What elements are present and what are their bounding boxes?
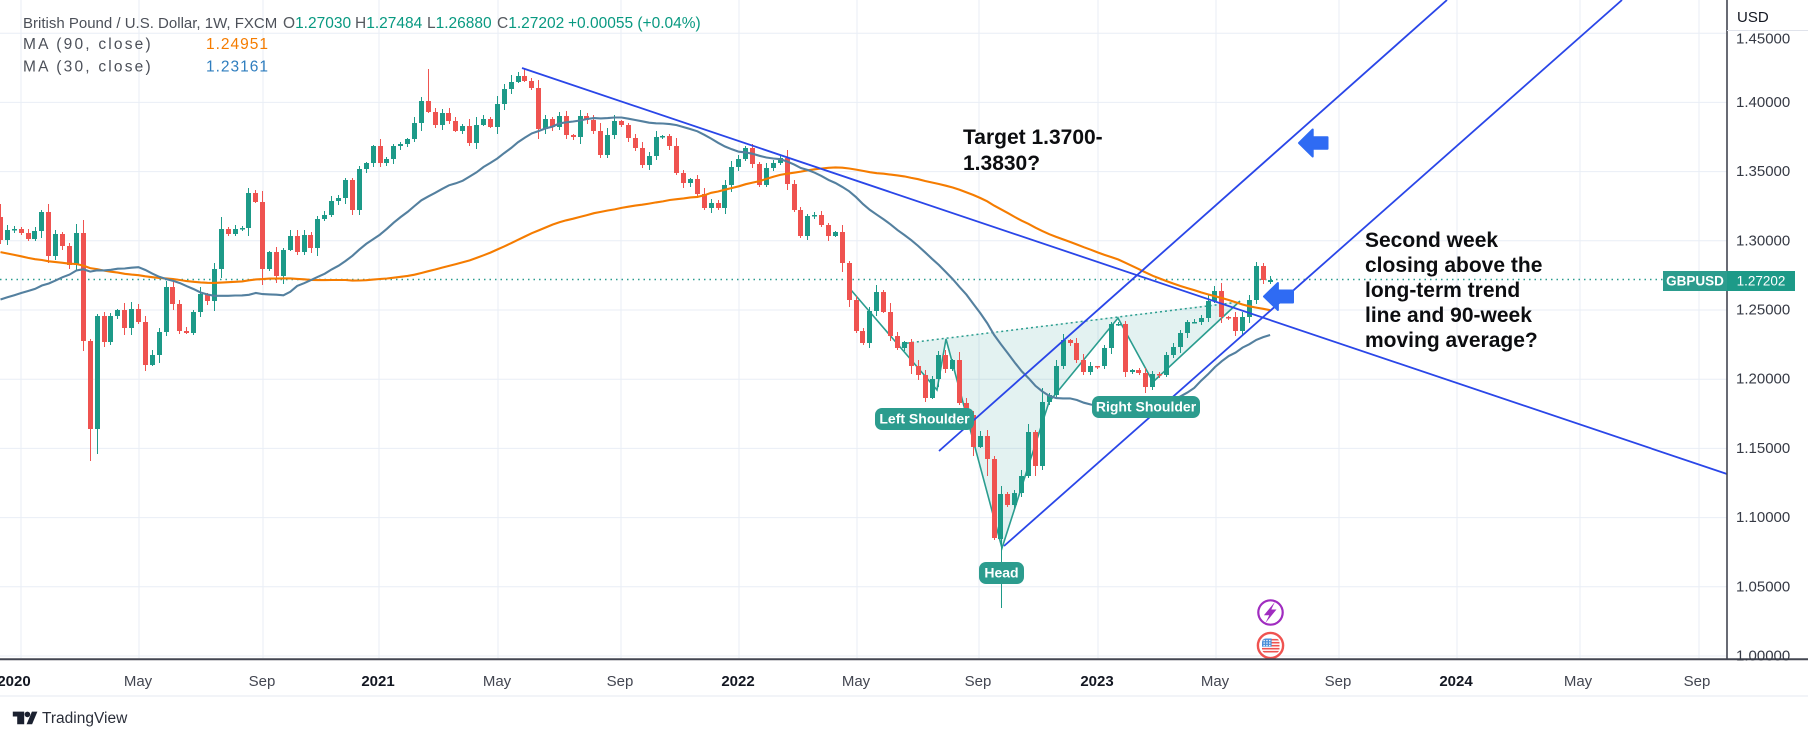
svg-text:1.24951: 1.24951	[206, 36, 269, 53]
svg-text:British Pound / U.S. Dollar, 1: British Pound / U.S. Dollar, 1W, FXCM	[23, 15, 277, 32]
svg-text:1.35000: 1.35000	[1736, 163, 1790, 180]
svg-text:2023: 2023	[1080, 673, 1113, 690]
svg-text:1.00000: 1.00000	[1736, 648, 1790, 665]
svg-text:Second week: Second week	[1365, 229, 1498, 252]
svg-text:1.25000: 1.25000	[1736, 302, 1790, 319]
svg-text:1.45000: 1.45000	[1736, 31, 1790, 48]
svg-text:May: May	[124, 673, 153, 690]
svg-text:Target 1.3700-: Target 1.3700-	[963, 126, 1103, 149]
svg-text:USD: USD	[1737, 9, 1769, 26]
svg-text:1.23161: 1.23161	[206, 59, 269, 76]
svg-text:Sep: Sep	[965, 673, 992, 690]
svg-text:MA (30, close): MA (30, close)	[23, 59, 153, 76]
svg-text:1.30000: 1.30000	[1736, 232, 1790, 249]
svg-text:long-term trend: long-term trend	[1365, 279, 1520, 302]
svg-text:May: May	[1201, 673, 1230, 690]
svg-text:1.40000: 1.40000	[1736, 94, 1790, 111]
svg-text:Head: Head	[984, 565, 1018, 581]
svg-text:closing above the: closing above the	[1365, 254, 1542, 277]
svg-text:line and 90-week: line and 90-week	[1365, 304, 1532, 327]
svg-text:Sep: Sep	[1684, 673, 1711, 690]
svg-text:Sep: Sep	[607, 673, 634, 690]
svg-text:Left Shoulder: Left Shoulder	[879, 411, 970, 427]
svg-text:Sep: Sep	[249, 673, 276, 690]
svg-text:Right Shoulder: Right Shoulder	[1096, 399, 1197, 415]
svg-text:2022: 2022	[721, 673, 754, 690]
svg-text:1.27202: 1.27202	[1737, 274, 1786, 289]
svg-text:GBPUSD: GBPUSD	[1666, 274, 1724, 289]
svg-text:May: May	[842, 673, 871, 690]
svg-text:2021: 2021	[361, 673, 394, 690]
svg-text:1.10000: 1.10000	[1736, 509, 1790, 526]
svg-text:2024: 2024	[1439, 673, 1473, 690]
svg-text:moving average?: moving average?	[1365, 329, 1538, 352]
svg-text:May: May	[483, 673, 512, 690]
svg-text:TradingView: TradingView	[42, 710, 128, 727]
svg-text:Sep: Sep	[1325, 673, 1352, 690]
svg-text:May: May	[1564, 673, 1593, 690]
svg-text:1.20000: 1.20000	[1736, 371, 1790, 388]
svg-text:1.15000: 1.15000	[1736, 440, 1790, 457]
svg-text:MA (90, close): MA (90, close)	[23, 36, 153, 53]
svg-text:1.05000: 1.05000	[1736, 578, 1790, 595]
svg-text:2020: 2020	[0, 673, 31, 690]
svg-text:1.3830?: 1.3830?	[963, 152, 1040, 175]
